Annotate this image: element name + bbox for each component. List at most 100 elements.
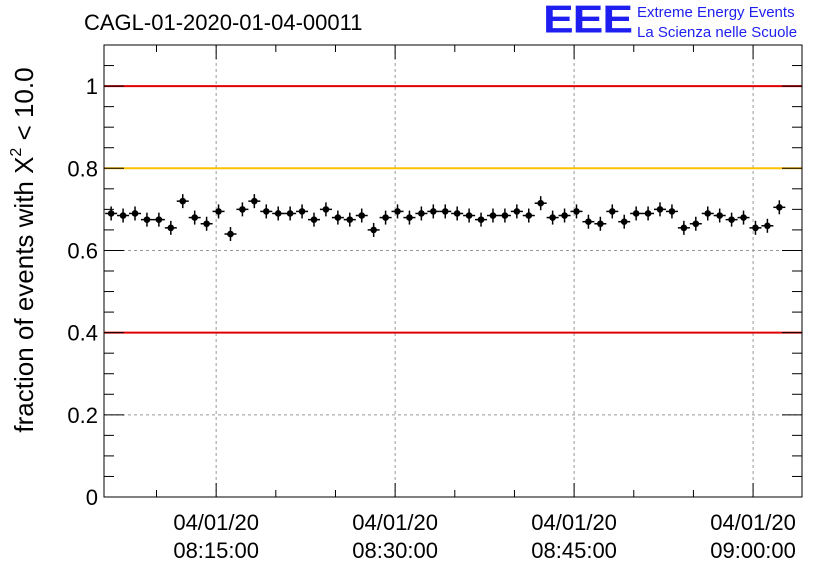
point-marker xyxy=(537,199,544,207)
x-tick-label-date: 04/01/20 xyxy=(531,510,617,535)
data-point xyxy=(307,212,320,227)
data-point xyxy=(463,208,476,223)
data-point xyxy=(701,206,714,221)
data-points xyxy=(105,194,786,242)
data-point xyxy=(570,204,583,219)
data-point xyxy=(677,220,690,235)
data-point xyxy=(725,212,738,227)
point-marker xyxy=(167,224,175,232)
point-marker xyxy=(680,224,688,232)
point-marker xyxy=(131,210,139,217)
plot-frame xyxy=(103,44,803,498)
point-marker xyxy=(656,206,664,213)
reference-lines xyxy=(104,85,802,334)
data-point xyxy=(343,212,356,227)
data-point xyxy=(319,202,332,217)
data-point xyxy=(749,220,762,235)
point-marker xyxy=(251,197,258,205)
data-point xyxy=(618,214,631,229)
data-point xyxy=(654,202,667,217)
point-marker xyxy=(764,222,771,230)
y-tick-label: 0.6 xyxy=(67,238,98,263)
point-marker xyxy=(334,214,342,221)
data-point xyxy=(582,214,595,229)
data-point xyxy=(140,212,153,227)
eee-logo: EEE Extreme Energy Events La Scienza nel… xyxy=(543,0,836,50)
data-point xyxy=(176,194,189,209)
point-marker xyxy=(489,212,497,219)
point-marker xyxy=(716,212,723,219)
point-marker xyxy=(310,216,318,223)
data-point xyxy=(665,204,678,219)
point-marker xyxy=(370,226,377,234)
point-marker xyxy=(227,230,234,238)
point-marker xyxy=(203,220,210,228)
point-marker xyxy=(119,212,127,219)
point-marker xyxy=(465,212,473,219)
x-tick-label-date: 04/01/20 xyxy=(710,510,796,535)
data-point xyxy=(415,206,428,221)
data-point xyxy=(260,204,273,219)
point-marker xyxy=(608,208,616,215)
y-axis-label: fraction of events with X2 < 10.0 xyxy=(8,67,39,432)
x-tick-label-date: 04/01/20 xyxy=(173,510,259,535)
data-point xyxy=(486,208,499,223)
data-point xyxy=(737,210,750,225)
point-marker xyxy=(632,210,640,217)
data-point xyxy=(164,220,177,235)
data-point xyxy=(522,208,535,223)
x-tick-label-time: 08:15:00 xyxy=(173,538,259,563)
data-point xyxy=(272,206,285,221)
point-marker xyxy=(191,214,198,221)
data-point xyxy=(713,208,726,223)
data-point xyxy=(773,200,786,215)
point-marker xyxy=(406,214,413,221)
data-point xyxy=(630,206,643,221)
point-marker xyxy=(752,224,759,232)
logo-text-line2: La Scienza nelle Scuole xyxy=(637,24,798,41)
data-point xyxy=(761,218,774,233)
data-point xyxy=(117,208,130,223)
data-point xyxy=(188,210,201,225)
point-marker xyxy=(525,212,533,219)
x-tick-label-time: 08:30:00 xyxy=(352,538,438,563)
data-point xyxy=(129,206,142,221)
point-marker xyxy=(179,197,187,205)
point-marker xyxy=(358,212,366,219)
point-marker xyxy=(597,220,604,228)
y-tick-label: 1 xyxy=(86,74,98,99)
tick-labels: 0 0.2 0.4 0.6 0.8 1 04/01/20 08:15:00 04/01/20 08… xyxy=(67,74,795,563)
point-marker xyxy=(286,210,294,217)
point-marker xyxy=(346,216,354,223)
data-point xyxy=(642,206,655,221)
point-marker xyxy=(394,208,401,215)
point-marker xyxy=(549,214,556,221)
data-point xyxy=(439,204,452,219)
point-marker xyxy=(692,220,700,228)
point-marker xyxy=(430,208,437,215)
point-marker xyxy=(513,208,521,215)
point-marker xyxy=(382,214,389,221)
point-marker xyxy=(143,216,151,223)
data-point xyxy=(546,210,559,225)
point-marker xyxy=(441,208,449,215)
data-point xyxy=(355,208,368,223)
point-marker xyxy=(215,208,222,215)
data-point xyxy=(594,216,607,231)
y-axis-label-main: fraction of events with X xyxy=(9,157,39,433)
eee-logo-mark: EEE xyxy=(543,0,633,42)
y-tick-label: 0.2 xyxy=(67,403,98,428)
data-point xyxy=(248,194,261,209)
y-axis-label-tail: < 10.0 xyxy=(9,67,39,147)
y-tick-label: 0.4 xyxy=(67,321,98,346)
axis-ticks xyxy=(104,45,802,498)
data-point xyxy=(498,208,511,223)
data-point xyxy=(379,210,392,225)
y-tick-label: 0.8 xyxy=(67,156,98,181)
data-point xyxy=(475,212,488,227)
x-tick-label-time: 09:00:00 xyxy=(710,538,796,563)
data-point xyxy=(152,212,165,227)
y-tick-label: 0 xyxy=(86,485,98,510)
data-point xyxy=(451,206,464,221)
